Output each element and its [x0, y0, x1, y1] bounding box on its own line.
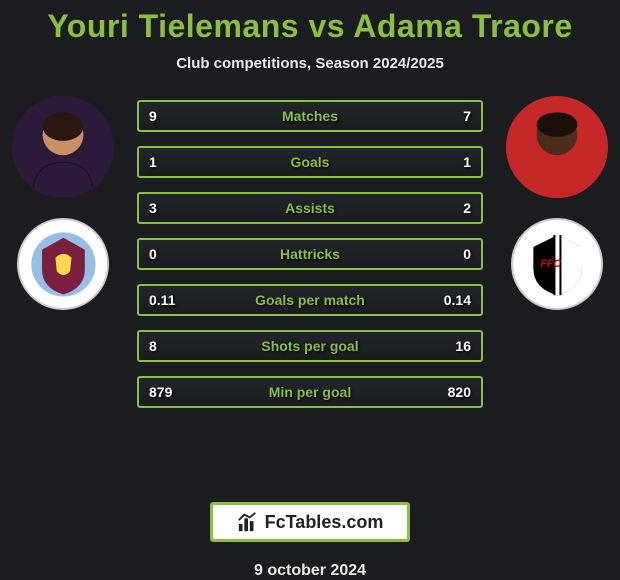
stat-row-shots-per-goal: 8 Shots per goal 16: [137, 330, 483, 362]
aston-villa-crest-icon: AVFC: [30, 231, 97, 298]
stat-left-value: 0: [149, 246, 189, 262]
stat-label: Assists: [189, 200, 431, 216]
club-right-crest: FFC: [511, 218, 603, 310]
subtitle: Club competitions, Season 2024/2025: [176, 55, 444, 72]
page-title: Youri Tielemans vs Adama Traore: [47, 8, 572, 45]
stat-row-min-per-goal: 879 Min per goal 820: [137, 376, 483, 408]
stat-right-value: 1: [431, 154, 471, 170]
stat-label: Matches: [189, 108, 431, 124]
avatar-placeholder-icon: [506, 96, 608, 198]
player-right-column: FFC: [502, 96, 612, 310]
stat-left-value: 879: [149, 384, 189, 400]
player-right-avatar: [506, 96, 608, 198]
stat-row-goals-per-match: 0.11 Goals per match 0.14: [137, 284, 483, 316]
svg-text:FFC: FFC: [540, 258, 561, 270]
stat-row-hattricks: 0 Hattricks 0: [137, 238, 483, 270]
stat-label: Hattricks: [189, 246, 431, 262]
stat-left-value: 8: [149, 338, 189, 354]
stat-row-matches: 9 Matches 7: [137, 100, 483, 132]
stat-left-value: 1: [149, 154, 189, 170]
stat-row-goals: 1 Goals 1: [137, 146, 483, 178]
stat-label: Goals: [189, 154, 431, 170]
club-left-crest: AVFC: [17, 218, 109, 310]
comparison-infographic: Youri Tielemans vs Adama Traore Club com…: [0, 0, 620, 580]
stat-right-value: 0: [431, 246, 471, 262]
stat-row-assists: 3 Assists 2: [137, 192, 483, 224]
stat-left-value: 3: [149, 200, 189, 216]
stats-column: 9 Matches 7 1 Goals 1 3 Assists 2 0 Hatt…: [137, 100, 483, 482]
logo-badge: FcTables.com: [210, 502, 410, 542]
main-area: AVFC FFC: [0, 96, 620, 482]
stat-left-value: 9: [149, 108, 189, 124]
stat-right-value: 0.14: [431, 292, 471, 308]
fulham-crest-icon: FFC: [524, 231, 591, 298]
logo-text: FcTables.com: [265, 512, 384, 533]
player-left-column: AVFC: [8, 96, 118, 310]
date-line: 9 october 2024: [254, 562, 366, 580]
stat-left-value: 0.11: [149, 292, 189, 308]
stat-label: Goals per match: [189, 292, 431, 308]
stat-label: Min per goal: [189, 384, 431, 400]
bar-chart-icon: [237, 511, 259, 533]
stat-right-value: 16: [431, 338, 471, 354]
svg-text:AVFC: AVFC: [54, 242, 72, 249]
stat-label: Shots per goal: [189, 338, 431, 354]
stat-right-value: 2: [431, 200, 471, 216]
stat-right-value: 7: [431, 108, 471, 124]
stat-right-value: 820: [431, 384, 471, 400]
player-left-avatar: [12, 96, 114, 198]
avatar-placeholder-icon: [12, 96, 114, 198]
